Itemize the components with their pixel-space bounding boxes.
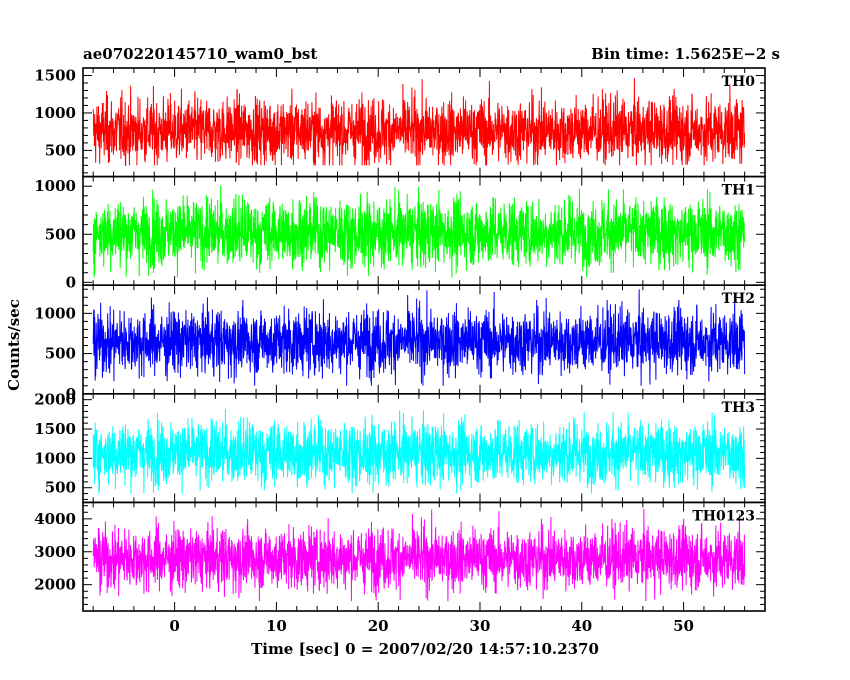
y-axis-label: Counts/sec — [5, 299, 23, 391]
y-tick-label: 500 — [45, 479, 76, 497]
x-tick-labels: 0 10 20 30 40 50 — [169, 617, 694, 635]
y-tick-label: 500 — [45, 225, 76, 243]
panel-label-th0123: TH0123 — [692, 508, 755, 524]
series-th1-line — [92, 185, 746, 278]
x-tick-label: 50 — [673, 617, 694, 635]
x-tick-label: 0 — [169, 617, 179, 635]
series-th0-line — [92, 78, 746, 166]
y-tick-label: 500 — [45, 141, 76, 159]
x-tick-label: 30 — [470, 617, 491, 635]
panel-th3: 500 1000 1500 2000 TH3 — [34, 391, 766, 504]
y-tick-label: 0 — [66, 273, 76, 291]
y-tick-label: 2000 — [34, 576, 76, 594]
y-tick-label: 2000 — [34, 391, 76, 409]
panel-label-th0: TH0 — [722, 74, 756, 90]
y-tick-label: 500 — [45, 345, 76, 363]
y-tick-label: 1500 — [34, 66, 76, 84]
y-tick-label: 1000 — [34, 104, 76, 122]
panel-th2: 0 500 1000 TH2 — [34, 284, 766, 403]
y-tick-label: 0 — [66, 385, 76, 403]
y-tick-label: 4000 — [34, 510, 76, 528]
panel-th0: 500 1000 1500 TH0 — [34, 66, 766, 178]
y-tick-label: 1000 — [34, 177, 76, 195]
panel-th0123: 2000 3000 4000 TH0123 — [34, 501, 766, 612]
x-tick-label: 20 — [368, 617, 389, 635]
y-tick-label: 1000 — [34, 449, 76, 467]
y-tick-label: 3000 — [34, 543, 76, 561]
x-tick-label: 40 — [571, 617, 592, 635]
x-tick-label: 10 — [266, 617, 287, 635]
panel-th1: 0 500 1000 TH1 — [34, 175, 766, 291]
chart-title-left: ae070220145710_wam0_bst — [83, 45, 317, 63]
y-tick-label: 1500 — [34, 420, 76, 438]
panel-label-th1: TH1 — [722, 183, 755, 199]
chart-title-right: Bin time: 1.5625E−2 s — [591, 45, 780, 63]
x-axis-label: Time [sec] 0 = 2007/02/20 14:57:10.2370 — [251, 640, 599, 658]
y-tick-label: 1000 — [34, 304, 76, 322]
panel-label-th3: TH3 — [722, 400, 755, 416]
panel-frame — [82, 501, 766, 612]
series-th2-line — [92, 289, 746, 386]
series-th0123-line — [92, 508, 746, 602]
series-th3-line — [92, 408, 746, 494]
panel-label-th2: TH2 — [722, 291, 755, 307]
